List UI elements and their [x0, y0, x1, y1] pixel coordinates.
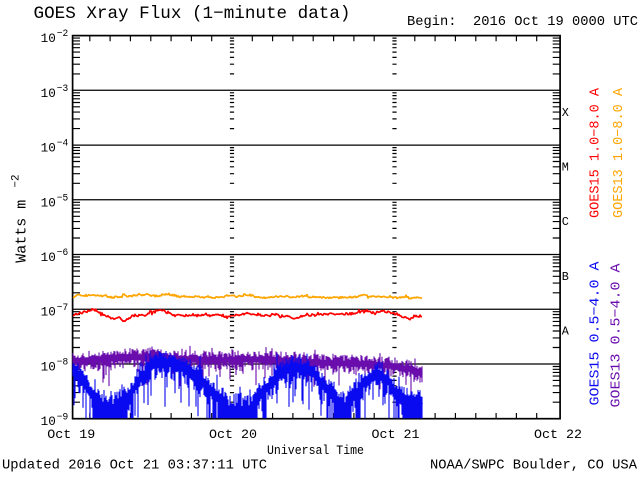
- svg-text:M: M: [562, 161, 569, 175]
- svg-text:−6: −6: [57, 248, 68, 259]
- svg-text:−2: −2: [11, 175, 23, 188]
- svg-text:10: 10: [41, 360, 56, 374]
- svg-text:−8: −8: [57, 358, 68, 369]
- svg-text:Universal Time: Universal Time: [267, 444, 364, 458]
- svg-text:NOAA/SWPC Boulder, CO USA: NOAA/SWPC Boulder, CO USA: [430, 458, 638, 474]
- svg-text:GOES15 1.0−8.0 A: GOES15 1.0−8.0 A: [588, 87, 604, 218]
- svg-text:C: C: [562, 215, 569, 229]
- svg-text:Watts m: Watts m: [14, 200, 31, 263]
- svg-text:Oct 19: Oct 19: [47, 427, 95, 442]
- svg-text:10: 10: [41, 32, 56, 46]
- svg-text:Oct 22: Oct 22: [534, 427, 582, 442]
- svg-text:−7: −7: [57, 303, 68, 314]
- svg-text:10: 10: [41, 87, 56, 101]
- svg-text:−9: −9: [57, 412, 68, 423]
- svg-text:GOES13 0.5−4.0 A: GOES13 0.5−4.0 A: [609, 263, 625, 408]
- svg-text:10: 10: [41, 415, 56, 429]
- svg-text:Updated 2016 Oct 21 03:37:11 U: Updated 2016 Oct 21 03:37:11 UTC: [2, 458, 267, 474]
- svg-text:Begin: 2016 Oct 19 0000 UTC: Begin: 2016 Oct 19 0000 UTC: [407, 14, 638, 30]
- svg-text:10: 10: [41, 251, 56, 265]
- svg-text:GOES Xray Flux (1−minute data): GOES Xray Flux (1−minute data): [34, 5, 351, 24]
- svg-text:GOES15 0.5−4.0 A: GOES15 0.5−4.0 A: [588, 261, 604, 406]
- svg-text:GOES13 1.0−8.0 A: GOES13 1.0−8.0 A: [611, 87, 627, 218]
- svg-text:Oct 20: Oct 20: [209, 427, 257, 442]
- svg-text:10: 10: [41, 306, 56, 320]
- svg-text:A: A: [562, 324, 570, 338]
- svg-text:−3: −3: [57, 84, 68, 95]
- svg-text:−2: −2: [57, 29, 68, 40]
- svg-text:X: X: [562, 106, 569, 120]
- svg-text:Oct 21: Oct 21: [372, 427, 420, 442]
- svg-text:B: B: [562, 270, 569, 284]
- svg-text:−5: −5: [57, 193, 68, 204]
- svg-text:10: 10: [41, 196, 56, 210]
- svg-text:−4: −4: [57, 139, 68, 150]
- svg-text:10: 10: [41, 142, 56, 156]
